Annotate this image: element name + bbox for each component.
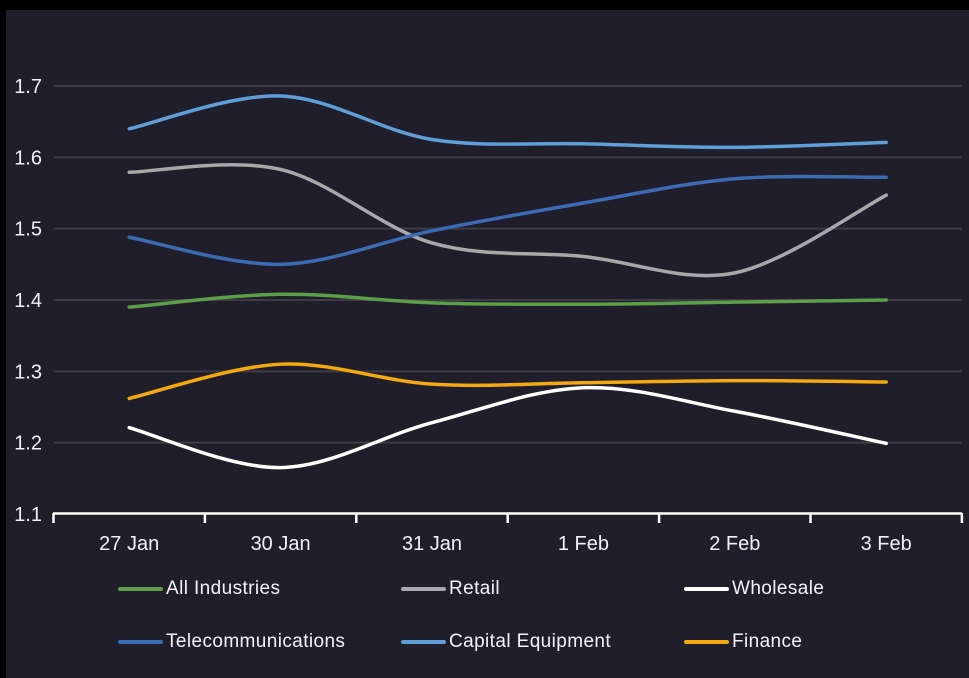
legend-label: Retail [449,578,500,599]
legend-item-all-industries[interactable]: All Industries [118,576,401,602]
legend-label: Wholesale [732,578,825,599]
window-edge-top [0,0,969,10]
telecommunications-line-swatch [118,640,163,644]
y-tick-label: 1.1 [14,504,42,526]
legend-item-wholesale[interactable]: Wholesale [684,576,918,602]
capital-equipment-line-swatch [401,640,446,644]
y-tick-label: 1.3 [14,361,42,383]
line-chart: 1.1 1.2 1.3 1.4 1.5 1.6 1.7 27 Jan 30 Jan 31 Jan 1… [14,76,964,555]
y-tick-label: 1.4 [14,290,42,312]
series-line-wholesale [127,385,888,470]
x-tick-label: 31 Jan [402,533,462,555]
legend-item-retail[interactable]: Retail [401,576,684,602]
window-edge-left [0,0,6,678]
x-tick-label: 27 Jan [99,533,159,555]
y-tick-label: 1.6 [14,147,42,169]
y-tick-label: 1.5 [14,219,42,241]
x-tick-label: 30 Jan [251,533,311,555]
legend-label: Capital Equipment [449,631,612,652]
finance-line-swatch [684,640,729,644]
x-tick-label: 1 Feb [558,533,609,555]
legend-label: All Industries [166,578,281,599]
series-line-finance [127,362,888,401]
all-industries-line-swatch [118,587,163,591]
legend-label: Telecommunications [166,631,346,652]
legend-item-finance[interactable]: Finance [684,629,918,655]
chart-legend: All Industries Retail Wholesale Telecomm… [118,576,918,655]
legend-item-capital-equipment[interactable]: Capital Equipment [401,629,684,655]
series-line-retail [127,163,888,278]
series-line-all-industries [127,292,888,309]
retail-line-swatch [401,587,446,591]
legend-label: Finance [732,631,803,652]
series-line-telecommunications [127,174,888,267]
wholesale-line-swatch [684,587,729,591]
x-tick-label: 3 Feb [861,533,912,555]
y-tick-label: 1.2 [14,433,42,455]
x-tick-label: 2 Feb [709,533,760,555]
legend-item-telecommunications[interactable]: Telecommunications [118,629,401,655]
series-line-capital-equipment [127,94,888,150]
y-tick-label: 1.7 [14,76,42,98]
